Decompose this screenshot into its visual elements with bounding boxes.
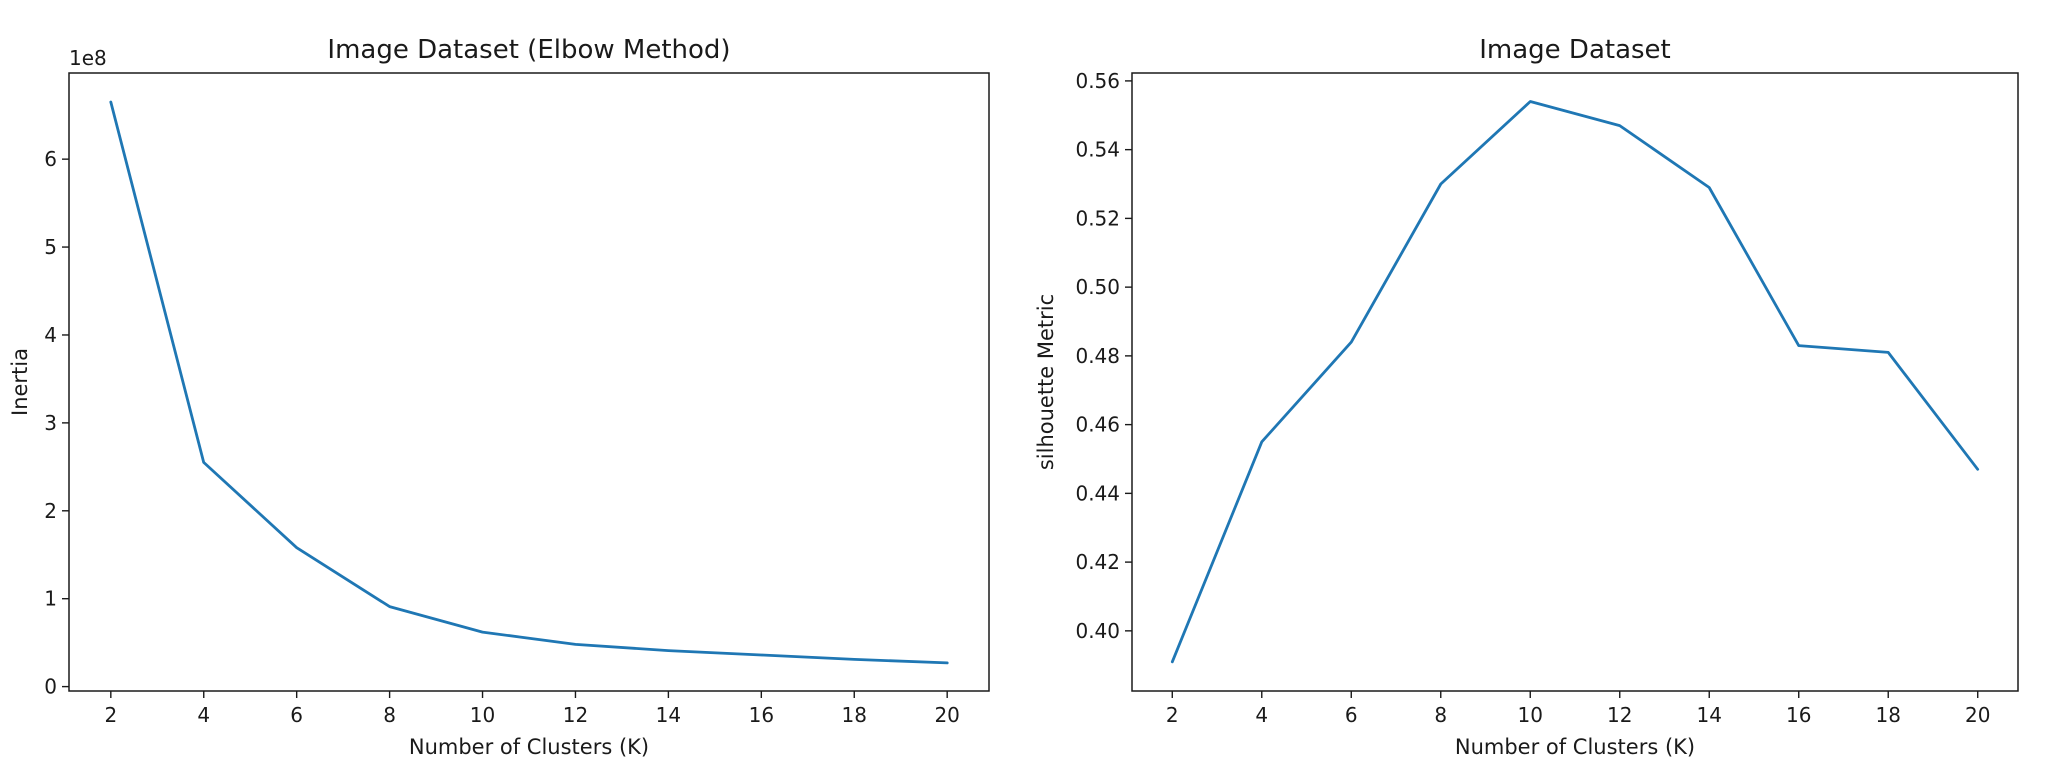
elbow-series-group xyxy=(109,100,949,665)
elbow-y-tick-label: 1 xyxy=(44,587,57,611)
silhouette-y-tick-label: 0.56 xyxy=(1075,69,1120,93)
silhouette-x-tick-label: 16 xyxy=(1786,703,1811,727)
elbow-chart-title: Image Dataset (Elbow Method) xyxy=(327,35,730,65)
elbow-y-tick-label: 6 xyxy=(44,147,57,171)
elbow-y-tick-label: 3 xyxy=(44,411,57,435)
silhouette-chart-title: Image Dataset xyxy=(1479,35,1671,65)
silhouette-x-tick-label: 2 xyxy=(1166,703,1179,727)
elbow-x-tick-label: 10 xyxy=(470,703,495,727)
silhouette-axis-ticks: 2 4 6 8 10 12 14 16 18 20 0.40 0.42 0.44 0.46 0.48 0.50… xyxy=(1075,69,1990,727)
silhouette-y-tick-label: 0.44 xyxy=(1075,481,1120,505)
silhouette-y-tick-label: 0.48 xyxy=(1075,344,1120,368)
elbow-y-tick-label: 0 xyxy=(44,675,57,699)
elbow-y-axis-label: Inertia xyxy=(8,348,32,416)
silhouette-x-tick-label: 6 xyxy=(1345,703,1358,727)
silhouette-y-tick-label: 0.46 xyxy=(1075,413,1120,437)
silhouette-x-tick-label: 14 xyxy=(1697,703,1722,727)
elbow-x-tick-label: 14 xyxy=(656,703,681,727)
elbow-y-tick-label: 4 xyxy=(44,323,57,347)
silhouette-y-tick-label: 0.54 xyxy=(1075,138,1120,162)
silhouette-x-tick-label: 4 xyxy=(1255,703,1268,727)
elbow-x-tick-label: 2 xyxy=(104,703,117,727)
silhouette-series-group xyxy=(1170,100,1980,664)
elbow-plot-frame xyxy=(68,72,990,692)
elbow-chart: Image Dataset (Elbow Method) Number of C… xyxy=(8,35,990,759)
silhouette-plot-frame xyxy=(1131,72,2019,692)
elbow-series-line xyxy=(109,100,949,665)
silhouette-x-axis-label: Number of Clusters (K) xyxy=(1455,735,1695,759)
silhouette-y-tick-label: 0.50 xyxy=(1075,275,1120,299)
elbow-x-tick-label: 6 xyxy=(290,703,303,727)
elbow-x-axis-label: Number of Clusters (K) xyxy=(409,735,649,759)
silhouette-x-tick-label: 20 xyxy=(1965,703,1990,727)
silhouette-y-tick-label: 0.52 xyxy=(1075,206,1120,230)
elbow-y-tick-label: 2 xyxy=(44,499,57,523)
silhouette-x-tick-label: 18 xyxy=(1876,703,1901,727)
silhouette-series-line xyxy=(1170,100,1980,664)
silhouette-x-tick-label: 12 xyxy=(1607,703,1632,727)
silhouette-x-tick-label: 10 xyxy=(1518,703,1543,727)
elbow-x-tick-label: 20 xyxy=(934,703,959,727)
elbow-y-offset-label: 1e8 xyxy=(69,46,107,70)
silhouette-y-axis-label: silhouette Metric xyxy=(1034,294,1058,470)
elbow-x-tick-label: 4 xyxy=(197,703,210,727)
elbow-x-tick-label: 12 xyxy=(563,703,588,727)
elbow-x-tick-label: 16 xyxy=(749,703,774,727)
elbow-y-tick-label: 5 xyxy=(44,235,57,259)
elbow-x-tick-label: 8 xyxy=(383,703,396,727)
elbow-x-tick-label: 18 xyxy=(842,703,867,727)
silhouette-chart: Image Dataset Number of Clusters (K) sil… xyxy=(1034,35,2019,759)
silhouette-y-tick-label: 0.40 xyxy=(1075,619,1120,643)
silhouette-y-tick-label: 0.42 xyxy=(1075,550,1120,574)
silhouette-x-tick-label: 8 xyxy=(1434,703,1447,727)
